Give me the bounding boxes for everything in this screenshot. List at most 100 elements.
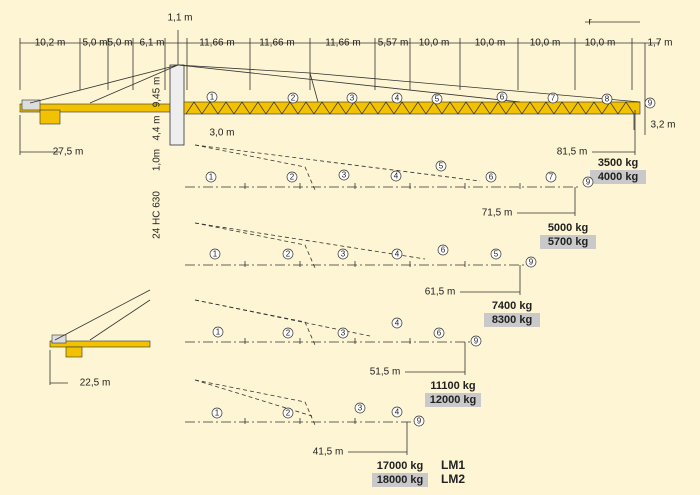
- section-marker: [354, 402, 366, 414]
- dimension-label: 3,2 m: [650, 120, 675, 131]
- section-number: 2: [291, 94, 296, 103]
- load-lm1: 5000 kg: [548, 222, 588, 234]
- section-number: 1: [213, 250, 218, 259]
- dimension-label: 11,66 m: [259, 38, 294, 49]
- radius-label: 61,5 m: [425, 287, 456, 298]
- section-marker: [286, 171, 298, 183]
- dimension-label: 10,0 m: [585, 38, 616, 49]
- section-number: 2: [286, 250, 291, 259]
- section-number: 7: [549, 173, 554, 182]
- section-marker: [545, 171, 557, 183]
- section-number: 6: [489, 173, 494, 182]
- section-marker: [644, 97, 656, 109]
- section-marker: [346, 92, 358, 104]
- section-number: 7: [551, 94, 556, 103]
- section-number: 5: [435, 95, 440, 104]
- section-number: 6: [500, 93, 505, 102]
- dimension-label: r: [588, 17, 592, 28]
- section-number: 2: [286, 329, 291, 338]
- small-crane: [49, 289, 151, 385]
- section-marker: [525, 256, 537, 268]
- load-lm1: 7400 kg: [492, 300, 532, 312]
- section-marker: [205, 171, 217, 183]
- dimension-label: 1,7 m: [647, 38, 672, 49]
- load-lm1: 3500 kg: [598, 157, 638, 169]
- section-number: 3: [342, 171, 347, 180]
- load-lm2: 12000 kg: [430, 394, 476, 406]
- dimension-label: 27,5 m: [53, 147, 84, 158]
- section-number: 1: [216, 328, 221, 337]
- load-highlight: [590, 170, 646, 184]
- load-lm2: 4000 kg: [598, 171, 638, 183]
- section-marker: [435, 160, 447, 172]
- section-marker: [547, 92, 559, 104]
- dimension-label: 3,0 m: [209, 128, 234, 139]
- load-lm2: 5700 kg: [548, 236, 588, 248]
- tie-line: [194, 144, 316, 191]
- section-number: 4: [395, 250, 400, 259]
- section-number: 2: [286, 409, 291, 418]
- section-number: 8: [605, 95, 610, 104]
- section-marker: [391, 92, 403, 104]
- section-number: 1: [209, 173, 214, 182]
- section-number: 6: [441, 246, 446, 255]
- section-marker: [282, 327, 294, 339]
- section-marker: [287, 92, 299, 104]
- load-lm2: 8300 kg: [492, 314, 532, 326]
- section-marker: [496, 91, 508, 103]
- tie-line: [194, 144, 481, 182]
- section-number: 3: [341, 250, 346, 259]
- section-marker: [437, 244, 449, 256]
- dimension-label: 5,57 m: [378, 38, 409, 49]
- section-marker: [413, 415, 425, 427]
- section-number: 3: [358, 404, 363, 413]
- tie-line: [194, 379, 316, 426]
- dimension-label: 1,1 m: [167, 13, 192, 24]
- section-number: 9: [529, 258, 534, 267]
- section-number: 9: [586, 178, 591, 187]
- dimension-label: 5,0 m: [107, 38, 132, 49]
- load-highlight: [540, 235, 596, 249]
- main-crane: [19, 21, 646, 155]
- mast-dimension: 9,45 m: [152, 77, 163, 108]
- dimension-label: 10,2 m: [35, 38, 66, 49]
- dimension-label: 22,5 m: [80, 378, 111, 389]
- section-marker: [391, 248, 403, 260]
- section-marker: [282, 407, 294, 419]
- section-marker: [391, 317, 403, 329]
- radius-label: 41,5 m: [313, 447, 344, 458]
- section-number: 9: [417, 417, 422, 426]
- load-highlight: [425, 393, 481, 407]
- section-marker: [212, 326, 224, 338]
- dimension-label: 10,0 m: [475, 38, 506, 49]
- section-number: 5: [439, 162, 444, 171]
- dimension-label: 10,0 m: [530, 38, 561, 49]
- section-marker: [433, 327, 445, 339]
- mast-dimension: 4,4 m: [152, 115, 163, 140]
- load-highlight: [484, 313, 540, 327]
- section-marker: [282, 248, 294, 260]
- section-number: 6: [437, 329, 442, 338]
- legend-label: LM1: [441, 458, 465, 472]
- section-marker: [470, 335, 482, 347]
- section-number: 9: [474, 337, 479, 346]
- section-number: 3: [341, 329, 346, 338]
- section-number: 4: [395, 408, 400, 417]
- section-number: 9: [648, 99, 653, 108]
- section-number: 4: [394, 172, 399, 181]
- section-marker: [337, 248, 349, 260]
- section-number: 1: [215, 409, 220, 418]
- section-number: 3: [350, 94, 355, 103]
- dimension-label: 11,66 m: [199, 38, 234, 49]
- section-marker: [431, 93, 443, 105]
- tie-line: [194, 299, 316, 346]
- section-marker: [338, 169, 350, 181]
- load-lm1: 17000 kg: [377, 460, 423, 472]
- section-marker: [211, 407, 223, 419]
- dimension-label: 5,0 m: [82, 38, 107, 49]
- tie-line: [194, 222, 316, 269]
- section-marker: [390, 170, 402, 182]
- section-number: 1: [210, 93, 215, 102]
- radius-label: 81,5 m: [557, 147, 588, 158]
